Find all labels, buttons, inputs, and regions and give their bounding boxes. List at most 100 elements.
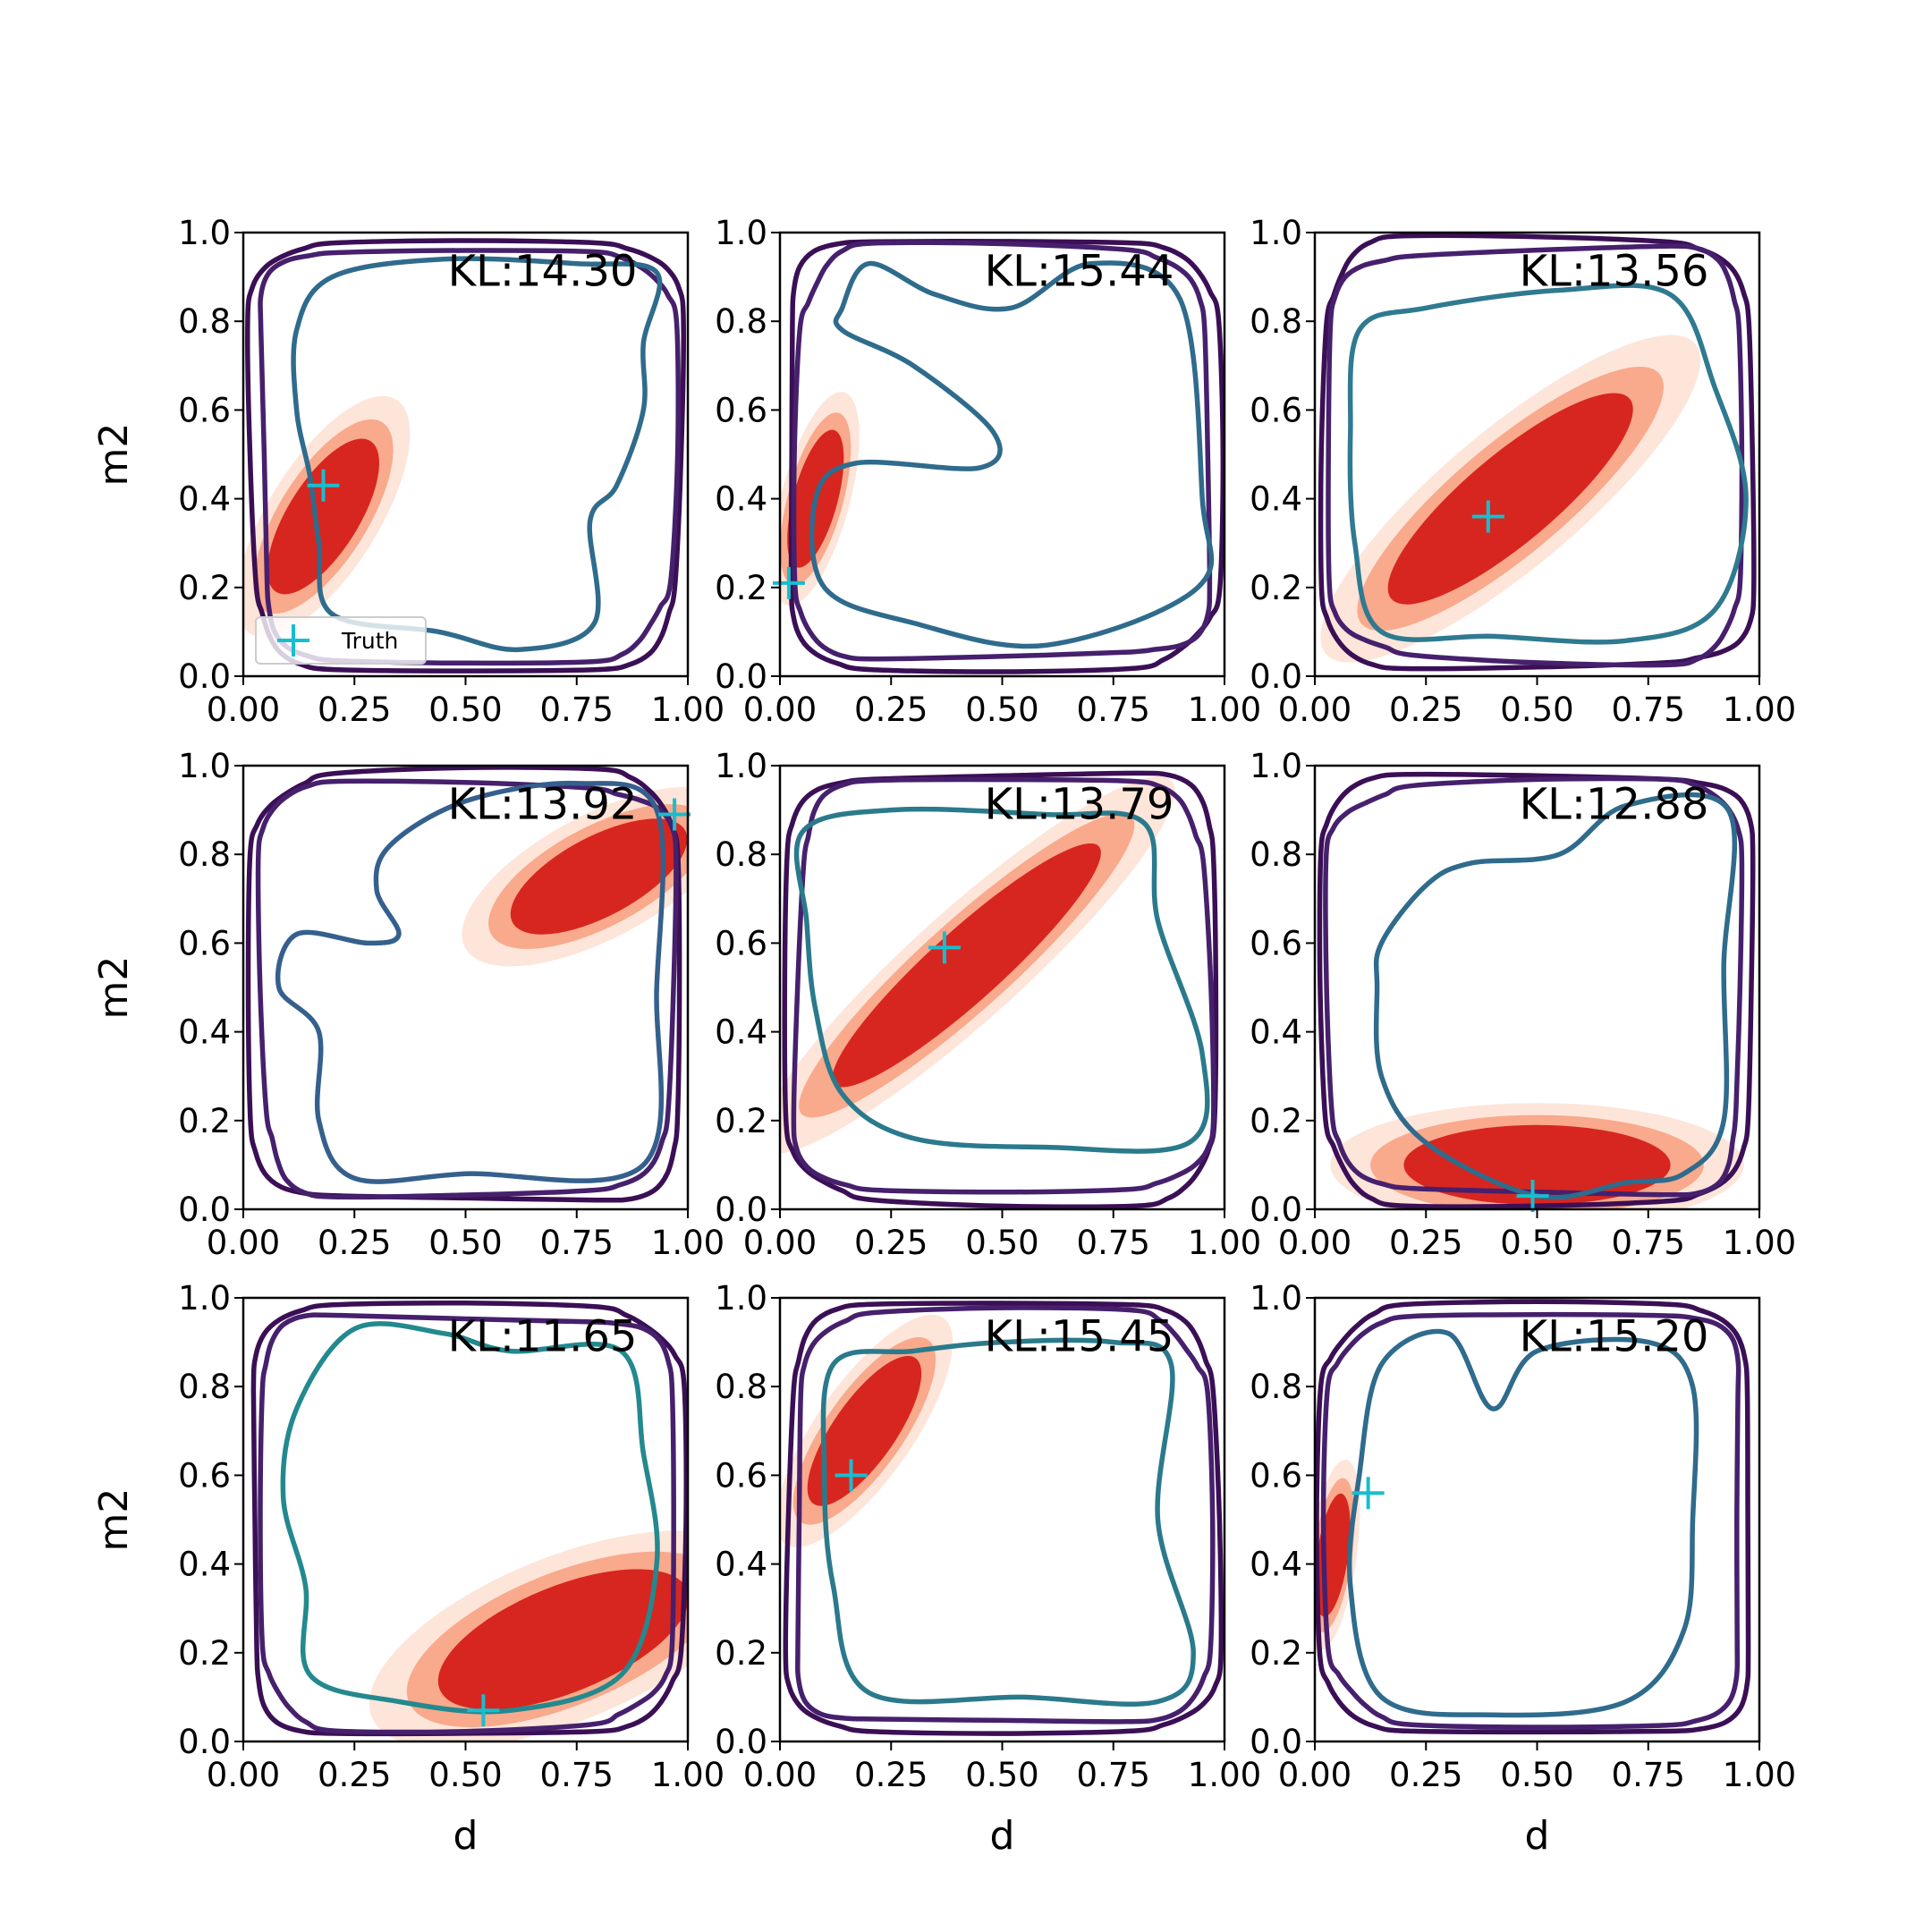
contour-mid <box>795 1305 1216 1724</box>
y-tick-label: 0.8 <box>178 302 231 341</box>
y-tick-label: 0.4 <box>1250 1013 1302 1052</box>
panel: KL:15.44 0.00 0.25 0.50 0.75 1.00 0.0 0.2 0.4 0.6… <box>715 214 1261 729</box>
y-tick-label: 0.2 <box>178 1634 231 1673</box>
x-axis-label: d <box>1525 1813 1550 1859</box>
x-tick-label: 0.75 <box>1612 1756 1685 1794</box>
panel: KL:15.45 0.00 0.25 0.50 0.75 1.00 0.0 0.2 0.4 0.6… <box>715 1279 1261 1859</box>
kl-annotation: KL:13.92 <box>448 780 638 830</box>
x-tick-label: 0.75 <box>1077 691 1150 729</box>
x-axis-label: d <box>990 1813 1015 1859</box>
y-tick-label: 0.8 <box>715 835 767 874</box>
truth-marker <box>928 931 961 964</box>
y-tick-label: 0.4 <box>1250 480 1302 519</box>
y-tick-label: 0.6 <box>178 1456 231 1495</box>
kl-annotation: KL:15.20 <box>1520 1312 1709 1362</box>
x-tick-label: 0.75 <box>1612 1224 1685 1262</box>
x-tick-label: 0.50 <box>1500 1224 1573 1262</box>
y-tick-label: 0.8 <box>1250 1368 1302 1406</box>
x-tick-label: 0.00 <box>1278 1224 1352 1262</box>
x-tick-label: 0.00 <box>207 1224 280 1262</box>
plot-area <box>1318 233 1757 672</box>
contour-mid <box>258 1312 676 1735</box>
y-tick-label: 0.8 <box>715 302 767 341</box>
y-tick-label: 0.8 <box>1250 835 1302 874</box>
panel: KL:13.79 0.00 0.25 0.50 0.75 1.00 0.0 0.2 0.4 0.6… <box>715 747 1261 1262</box>
contour-inner <box>275 780 666 1184</box>
contour-mid <box>1326 243 1745 668</box>
y-tick-label: 0.6 <box>1250 924 1302 962</box>
kl-annotation: KL:11.65 <box>448 1312 638 1362</box>
x-tick-label: 0.25 <box>1389 1224 1462 1262</box>
y-axis-label: m2 <box>91 1488 137 1552</box>
x-tick-label: 0.50 <box>428 1224 502 1262</box>
y-tick-label: 0.6 <box>1250 391 1302 429</box>
posterior-fill-core <box>267 438 379 595</box>
x-tick-label: 0.50 <box>428 691 502 729</box>
y-tick-label: 0.0 <box>715 1723 767 1761</box>
contour-outer <box>245 766 682 1203</box>
truth-marker <box>1516 1180 1549 1213</box>
x-tick-label: 0.00 <box>1278 691 1352 729</box>
contour-outer <box>782 770 1219 1209</box>
x-tick-label: 0.50 <box>1500 1756 1573 1794</box>
x-tick-label: 0.25 <box>1389 1756 1462 1794</box>
y-tick-label: 0.0 <box>1250 657 1302 696</box>
y-tick-label: 0.0 <box>178 1191 231 1229</box>
y-tick-label: 0.8 <box>1250 302 1302 341</box>
contour-mid <box>1323 775 1745 1198</box>
y-tick-label: 0.2 <box>715 569 767 607</box>
kl-annotation: KL:12.88 <box>1520 780 1709 830</box>
contour-outer <box>245 238 686 674</box>
x-tick-label: 0.25 <box>318 1756 391 1794</box>
x-tick-label: 0.25 <box>318 1224 391 1262</box>
y-tick-label: 0.4 <box>178 1013 231 1052</box>
y-tick-label: 0.0 <box>1250 1723 1302 1761</box>
x-tick-label: 0.75 <box>1077 1756 1150 1794</box>
plot-area <box>780 770 1219 1209</box>
y-tick-label: 1.0 <box>178 747 231 785</box>
x-tick-label: 1.00 <box>1188 1224 1261 1262</box>
kl-annotation: KL:13.79 <box>985 780 1174 830</box>
plot-area <box>1315 1299 1751 1735</box>
contour-inner <box>809 260 1215 649</box>
x-tick-label: 0.50 <box>965 691 1038 729</box>
plot-area <box>1317 771 1756 1209</box>
y-tick-label: 0.2 <box>178 1102 231 1140</box>
plot-area <box>243 238 686 674</box>
y-tick-label: 0.4 <box>1250 1546 1302 1584</box>
plot-area <box>250 1300 688 1741</box>
y-tick-label: 1.0 <box>178 214 231 252</box>
contour-inner <box>291 256 663 652</box>
y-axis-label: m2 <box>91 423 137 487</box>
y-tick-label: 0.6 <box>178 391 231 429</box>
truth-marker <box>658 798 691 831</box>
x-tick-label: 0.00 <box>207 691 280 729</box>
y-tick-label: 1.0 <box>715 747 767 785</box>
kl-annotation: KL:13.56 <box>1520 247 1709 297</box>
y-tick-label: 1.0 <box>715 1279 767 1318</box>
x-tick-label: 0.00 <box>207 1756 280 1794</box>
y-tick-label: 0.2 <box>1250 1634 1302 1673</box>
y-tick-label: 0.2 <box>715 1634 767 1673</box>
y-tick-label: 0.4 <box>715 1013 767 1052</box>
y-tick-label: 1.0 <box>1250 214 1302 252</box>
contour-inner <box>820 1337 1196 1707</box>
x-tick-label: 0.75 <box>1612 691 1685 729</box>
x-tick-label: 0.75 <box>540 1224 614 1262</box>
y-tick-label: 0.8 <box>715 1368 767 1406</box>
truth-marker <box>467 1694 500 1727</box>
panel: KL:12.88 0.00 0.25 0.50 0.75 1.00 0.0 0.2 0.4 0.6… <box>1250 747 1796 1262</box>
y-tick-label: 0.0 <box>715 1191 767 1229</box>
x-tick-label: 0.25 <box>854 691 928 729</box>
y-tick-label: 0.2 <box>178 569 231 607</box>
y-tick-label: 0.2 <box>1250 569 1302 607</box>
posterior-fill-core <box>1387 393 1633 605</box>
panel: KL:13.92 0.00 0.25 0.50 0.75 1.00 0.0 0.2 0.4 0.6… <box>91 747 724 1262</box>
x-tick-label: 0.50 <box>1500 691 1573 729</box>
contour-inner <box>1373 792 1738 1200</box>
x-tick-label: 0.75 <box>540 1756 614 1794</box>
posterior-fill-core <box>1403 1124 1671 1206</box>
truth-marker <box>835 1459 868 1492</box>
y-tick-label: 1.0 <box>1250 1279 1302 1318</box>
